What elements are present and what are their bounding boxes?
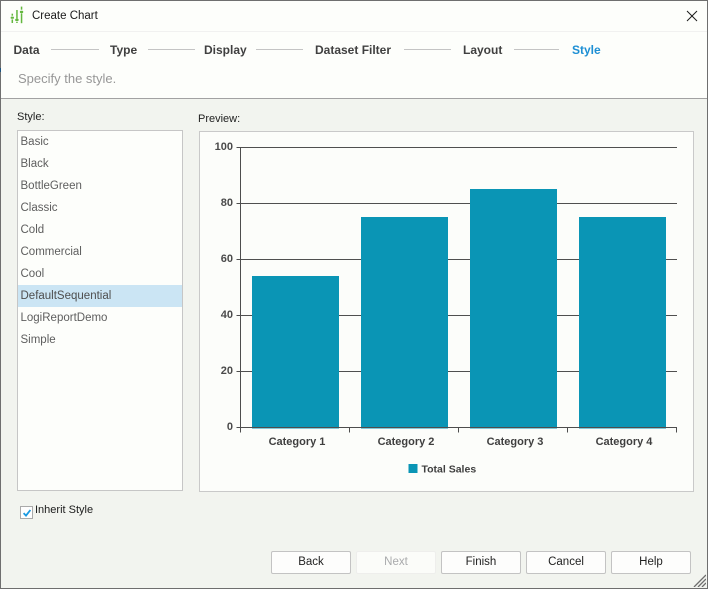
svg-text:80: 80: [221, 197, 233, 209]
svg-text:0: 0: [227, 421, 233, 433]
svg-text:Category 1: Category 1: [269, 436, 326, 448]
svg-text:Category 3: Category 3: [487, 436, 544, 448]
svg-text:100: 100: [215, 141, 233, 153]
svg-text:Category 2: Category 2: [378, 436, 435, 448]
svg-text:Total Sales: Total Sales: [422, 464, 477, 476]
svg-text:Category 4: Category 4: [596, 436, 654, 448]
svg-text:60: 60: [221, 253, 233, 265]
svg-text:20: 20: [221, 365, 233, 377]
svg-text:40: 40: [221, 309, 233, 321]
